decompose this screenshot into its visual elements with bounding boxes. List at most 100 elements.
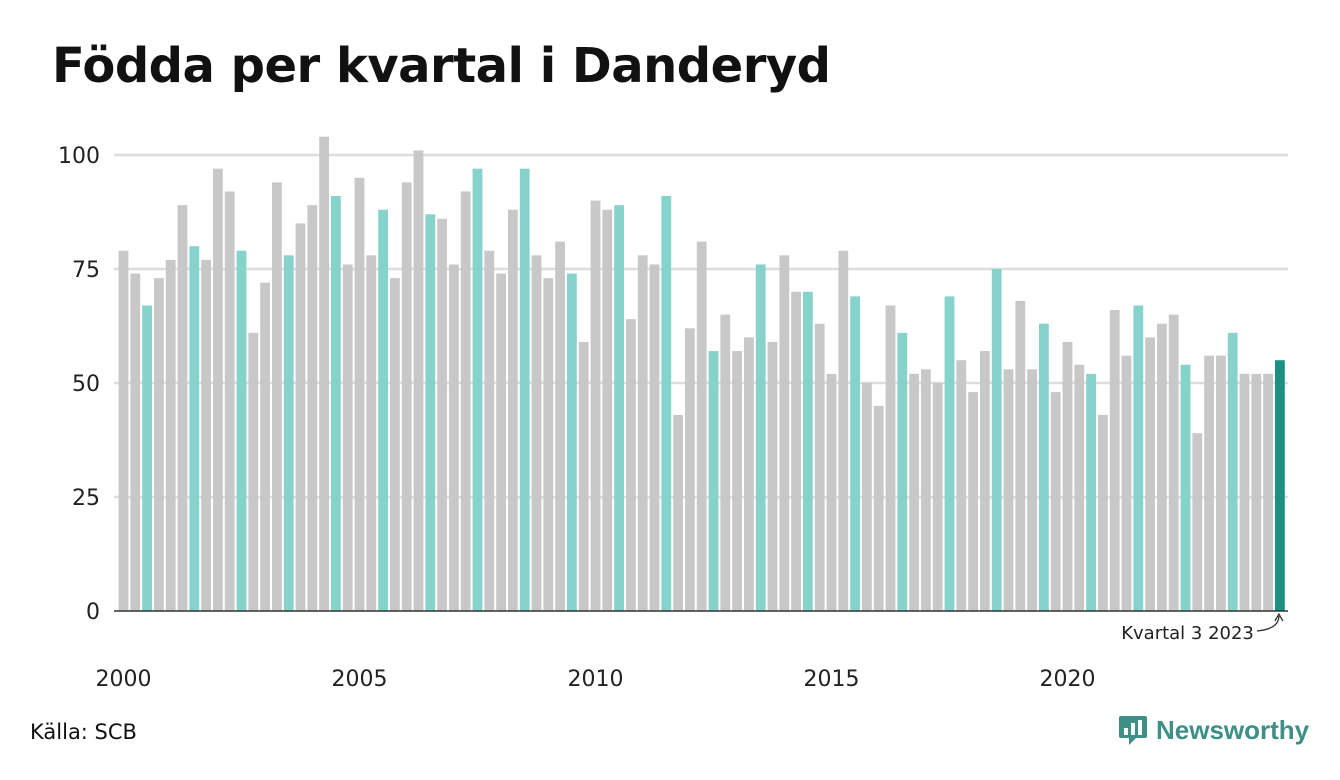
annotation-arrow [1256, 615, 1280, 632]
bars [118, 136, 1285, 612]
bar [437, 218, 447, 611]
annotation-arrowhead [1274, 612, 1284, 622]
bar [248, 332, 259, 611]
bar [531, 255, 542, 611]
bar [425, 214, 436, 611]
bar [272, 182, 282, 612]
y-tick-label: 0 [86, 600, 100, 625]
bar [1050, 392, 1061, 611]
bar [1239, 373, 1250, 611]
bar [991, 269, 1002, 611]
bar [260, 282, 270, 611]
bar [1003, 369, 1014, 611]
bar [1145, 337, 1155, 611]
bar [921, 369, 931, 611]
bar [862, 383, 872, 611]
bar [1204, 355, 1214, 611]
bar [366, 255, 377, 611]
bar [460, 191, 471, 612]
bar [708, 351, 719, 611]
y-tick-label: 100 [58, 144, 100, 169]
bar [1074, 364, 1085, 611]
bar [413, 150, 424, 611]
bar [236, 250, 247, 611]
bar [873, 405, 884, 611]
bar [378, 209, 388, 611]
x-tick-label: 2005 [332, 667, 388, 692]
bar [732, 351, 742, 611]
bar [1109, 310, 1120, 611]
bar [354, 177, 365, 612]
bar [1039, 323, 1049, 611]
bar [1216, 355, 1226, 611]
newsworthy-logo-icon [1119, 716, 1147, 745]
x-tick-label: 2020 [1040, 667, 1096, 692]
bar [1251, 373, 1262, 611]
bar [779, 255, 790, 611]
bar [1263, 373, 1273, 611]
source-label: Källa: SCB [30, 720, 137, 744]
bar [791, 291, 801, 611]
bar [307, 205, 318, 611]
bar [602, 209, 613, 611]
annotation-label: Kvartal 3 2023 [1121, 623, 1254, 644]
y-axis-tick-labels: 0 25 50 75 100 [58, 144, 100, 625]
bar [449, 264, 459, 611]
bar [142, 305, 152, 611]
bar-latest [1275, 360, 1285, 611]
bar [1027, 369, 1037, 611]
x-tick-label: 2000 [96, 667, 152, 692]
bar [968, 392, 978, 611]
bar [956, 360, 967, 611]
bar [472, 168, 483, 611]
bar [496, 273, 506, 611]
bar [1015, 300, 1026, 611]
bar [944, 296, 955, 611]
bar [1062, 341, 1073, 611]
bar [578, 341, 589, 611]
x-tick-label: 2015 [804, 667, 860, 692]
bar [1192, 433, 1203, 611]
brand-name: Newsworthy [1156, 714, 1310, 745]
bar [295, 223, 306, 611]
bar [283, 255, 294, 611]
y-tick-label: 75 [72, 258, 100, 283]
bar [826, 373, 837, 611]
bar [673, 414, 683, 611]
bar [189, 246, 200, 611]
bar [165, 259, 176, 611]
bar [637, 255, 648, 611]
bar [932, 383, 943, 611]
bar [696, 241, 707, 611]
bar [224, 191, 235, 612]
bar [767, 341, 778, 611]
bar [1168, 314, 1179, 611]
bar [331, 196, 341, 612]
bar [814, 323, 825, 611]
x-tick-label: 2010 [568, 667, 624, 692]
bar [1227, 332, 1238, 611]
bar [390, 278, 400, 611]
bar [1180, 364, 1191, 611]
y-tick-label: 25 [72, 486, 100, 511]
bar [1098, 414, 1108, 611]
bar [897, 332, 908, 611]
bar [201, 259, 211, 611]
bar [484, 250, 495, 611]
chart-title: Födda per kvartal i Danderyd [52, 38, 831, 94]
bar [567, 273, 577, 611]
bar [803, 291, 813, 611]
bar [980, 351, 990, 611]
bar [661, 196, 672, 612]
bar [319, 136, 329, 611]
bar [519, 168, 530, 611]
bar [720, 314, 731, 611]
bar [130, 273, 141, 611]
bar [685, 328, 695, 611]
bar [401, 182, 412, 612]
y-tick-label: 50 [72, 372, 100, 397]
bar [213, 168, 223, 611]
x-axis-tick-labels: 2000 2005 2010 2015 2020 [96, 667, 1096, 692]
bar [543, 278, 554, 611]
